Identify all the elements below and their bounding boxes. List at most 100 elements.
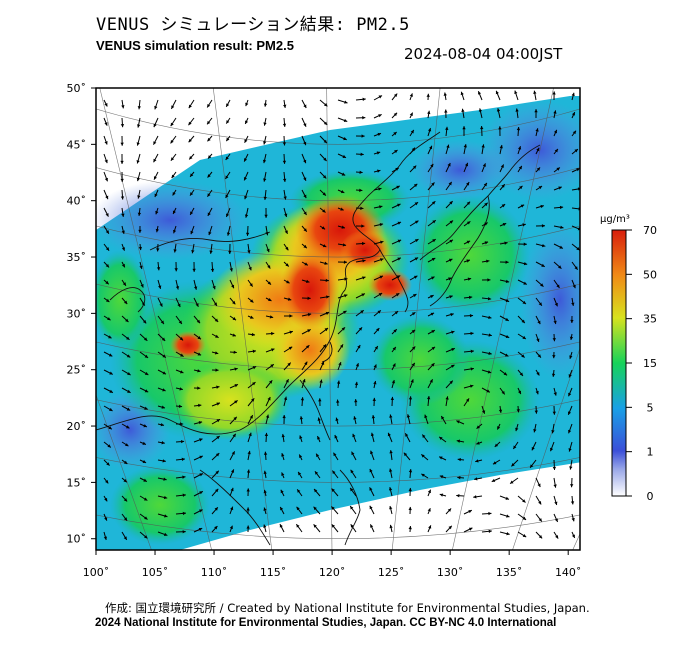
wind-arrowhead xyxy=(216,385,220,389)
wind-arrowhead xyxy=(179,387,183,391)
wind-arrowhead xyxy=(281,453,285,457)
wind-arrowhead xyxy=(463,144,467,148)
longitude-axis: 100˚ 105˚ 110˚ 115˚ 120˚ 125˚ 130˚ 135˚ 140˚ xyxy=(83,550,581,579)
wind-arrowhead xyxy=(488,529,492,534)
wind-arrowhead xyxy=(303,211,307,216)
wind-arrowhead xyxy=(161,337,166,341)
wind-arrowhead xyxy=(362,97,366,101)
wind-arrowhead xyxy=(350,487,354,492)
wind-arrowhead xyxy=(466,221,471,225)
wind-arrowhead xyxy=(250,299,254,303)
wind-arrowhead xyxy=(332,470,336,475)
wind-arrowhead xyxy=(126,407,131,411)
wind-arrowhead xyxy=(500,164,504,168)
colorbar-tick-label: 0 xyxy=(647,490,654,503)
wind-arrowhead xyxy=(466,240,471,244)
wind-arrowhead xyxy=(304,361,308,366)
wind-arrowhead xyxy=(192,268,196,272)
wind-arrowhead xyxy=(558,265,562,269)
wind-arrowhead xyxy=(426,93,430,97)
wind-arrowhead xyxy=(179,337,184,341)
wind-arrowhead xyxy=(409,112,413,117)
wind-arrowhead xyxy=(389,505,393,510)
wind-arrowhead xyxy=(212,285,216,290)
wind-arrowhead xyxy=(502,223,507,227)
wind-arrowhead xyxy=(208,231,212,236)
wind-arrowhead xyxy=(108,353,113,357)
wind-arrowhead xyxy=(376,151,381,155)
wind-arrowhead xyxy=(554,302,558,307)
wind-arrowhead xyxy=(515,108,519,112)
wind-arrowhead xyxy=(361,241,366,246)
wind-arrowhead xyxy=(421,473,425,477)
wind-arrowhead xyxy=(195,303,199,307)
wind-arrowhead xyxy=(341,327,346,331)
wind-arrowhead xyxy=(252,382,256,386)
wind-arrowhead xyxy=(519,185,523,190)
wind-arrowhead xyxy=(445,396,449,400)
wind-arrowhead xyxy=(552,91,556,95)
wind-arrowhead xyxy=(412,294,417,298)
wind-arrowhead xyxy=(477,91,482,95)
wind-arrowhead xyxy=(296,524,300,528)
wind-arrowhead xyxy=(554,518,558,522)
wind-arrowhead xyxy=(283,196,287,200)
wind-arrowhead xyxy=(484,222,488,226)
wind-arrowhead xyxy=(143,497,148,501)
wind-arrowhead xyxy=(207,103,211,108)
wind-arrowhead xyxy=(281,433,285,438)
wind-arrowhead xyxy=(216,402,220,406)
wind-arrowhead xyxy=(230,506,234,511)
wind-arrowhead xyxy=(322,209,326,213)
wind-arrowhead xyxy=(574,149,578,153)
lat-tick-label: 50˚ xyxy=(67,82,87,95)
wind-arrowhead xyxy=(125,425,130,429)
wind-arrowhead xyxy=(162,459,166,463)
wind-arrowhead xyxy=(263,141,267,145)
wind-arrowhead xyxy=(457,476,461,480)
wind-arrowhead xyxy=(103,536,108,540)
wind-arrowhead xyxy=(487,370,492,374)
wind-arrowhead xyxy=(343,137,347,141)
wind-arrowhead xyxy=(234,400,238,404)
wind-arrowhead xyxy=(136,124,141,128)
wind-arrowhead xyxy=(324,328,329,332)
wind-arrowhead xyxy=(449,295,453,299)
wind-arrowhead xyxy=(333,452,337,457)
wind-arrowhead xyxy=(537,354,541,358)
wind-arrowhead xyxy=(243,176,248,181)
wind-arrowhead xyxy=(484,241,489,245)
wind-arrowhead xyxy=(411,362,415,367)
wind-arrowhead xyxy=(431,258,436,261)
wind-arrowhead xyxy=(289,314,293,318)
wind-arrowhead xyxy=(179,370,184,374)
wind-arrowhead xyxy=(331,506,335,510)
wind-arrowhead xyxy=(142,459,147,464)
wind-arrowhead xyxy=(120,124,125,128)
wind-arrowhead xyxy=(369,468,373,473)
wind-arrowhead xyxy=(553,484,557,488)
wind-arrowhead xyxy=(339,344,344,348)
wind-arrowhead xyxy=(530,464,534,468)
wind-arrowhead xyxy=(488,351,492,356)
wind-arrowhead xyxy=(504,353,509,357)
wind-arrowhead xyxy=(216,435,220,440)
wind-arrowhead xyxy=(350,469,354,474)
colorbar-tick-label: 35 xyxy=(643,313,657,326)
wind-arrowhead xyxy=(498,126,502,130)
wind-arrowhead xyxy=(107,444,111,448)
wind-arrowhead xyxy=(182,530,186,534)
wind-arrowhead xyxy=(271,331,275,336)
wind-arrowhead xyxy=(389,450,393,454)
wind-arrowhead xyxy=(505,298,510,303)
wind-arrowhead xyxy=(556,284,560,288)
colorbar-unit: µg/m³ xyxy=(600,214,630,225)
wind-arrowhead xyxy=(225,213,230,217)
wind-arrowhead xyxy=(491,478,496,482)
wind-arrowhead xyxy=(136,160,140,164)
wind-arrowhead xyxy=(226,103,230,107)
wind-arrowhead xyxy=(499,145,503,149)
wind-arrowhead xyxy=(299,454,303,458)
wind-arrowhead xyxy=(552,338,556,342)
